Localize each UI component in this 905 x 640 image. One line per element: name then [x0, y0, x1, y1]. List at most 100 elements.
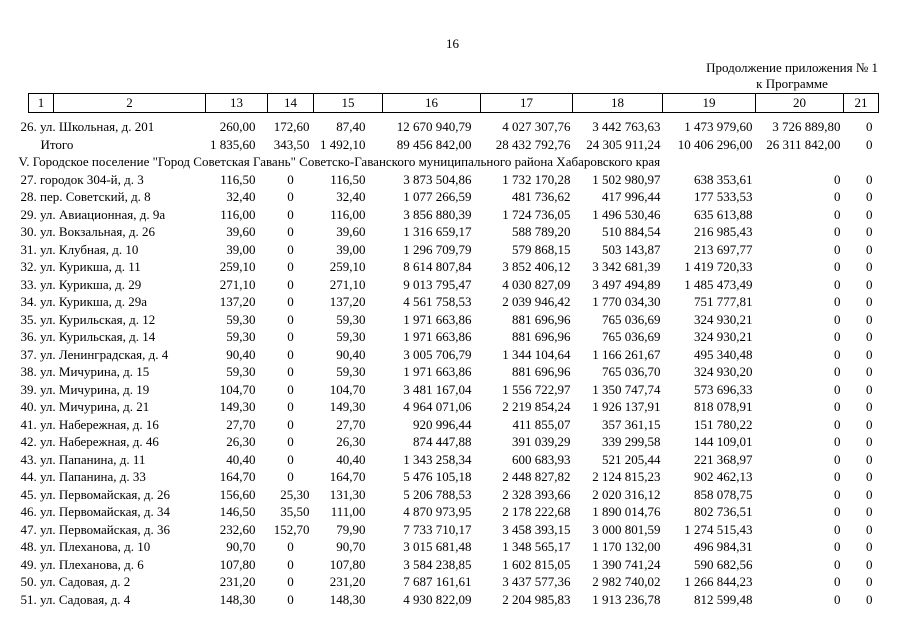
value-col-15: 87,40: [336, 119, 366, 134]
value-col-20: 0: [834, 311, 841, 327]
value-col-16: 5 206 788,53: [403, 486, 472, 502]
table-row: 35. ул. Курильская, д. 12 59,30 0 59,30 1 97…: [21, 311, 879, 329]
value-col-16: 1 971 663,86: [403, 364, 472, 379]
table-row: 41. ул. Набережная, д. 16 27,70 0 27,70 920 …: [21, 416, 879, 434]
column-header-1: 1: [28, 93, 54, 113]
address-label: 36. ул. Курильская, д. 14: [20, 329, 156, 344]
value-col-18: 1 926 137,91: [592, 399, 661, 414]
value-col-18: 2 020 316,12: [592, 486, 661, 502]
value-col-17: 579 868,15: [512, 241, 571, 257]
value-col-16: 4 561 758,53: [403, 294, 472, 309]
value-col-21: 0: [866, 591, 873, 607]
value-col-21: 0: [866, 119, 873, 134]
page-number: 16: [446, 36, 459, 51]
column-header-14: 14: [267, 93, 314, 113]
value-col-15: 149,30: [329, 399, 366, 414]
column-header-15: 15: [313, 93, 383, 113]
value-col-17: 1 348 565,17: [502, 539, 571, 554]
address-label: 39. ул. Мичурина, д. 19: [20, 381, 150, 397]
value-col-19: 818 078,91: [694, 399, 753, 414]
value-col-14: 0: [287, 171, 294, 187]
value-col-19: 751 777,81: [694, 294, 753, 309]
address-label: 34. ул. Курикша, д. 29а: [20, 294, 148, 309]
value-col-13: 156,60: [219, 486, 256, 502]
value-col-13: 149,30: [219, 399, 256, 414]
value-col-18: 510 884,54: [602, 224, 661, 239]
value-col-18: 765 036,70: [602, 364, 661, 379]
value-col-19: 812 599,48: [694, 591, 753, 607]
column-header-13: 13: [205, 93, 268, 113]
value-col-19: 902 462,13: [694, 469, 753, 484]
value-col-14: 25,30: [280, 486, 310, 502]
value-col-21: 0: [866, 469, 873, 484]
column-header-16: 16: [382, 93, 481, 113]
value-col-21: 0: [866, 486, 873, 502]
value-col-20: 0: [834, 224, 841, 239]
table-row: 33. ул. Курикша, д. 29 271,10 0 271,10 9 013…: [21, 276, 879, 294]
value-col-14: 0: [287, 241, 294, 257]
value-col-16: 3 873 504,86: [403, 171, 472, 187]
value-col-13: 39,60: [226, 224, 256, 239]
value-col-17: 588 789,20: [512, 224, 571, 239]
value-col-20: 0: [834, 451, 841, 467]
value-col-13: 59,30: [226, 364, 256, 379]
value-col-17: 481 736,62: [512, 189, 571, 204]
value-col-13: 146,50: [219, 504, 256, 519]
value-col-15: 137,20: [329, 294, 366, 309]
value-col-15: 107,80: [329, 556, 366, 572]
value-col-18: 417 996,44: [602, 189, 661, 204]
value-col-17: 4 030 827,09: [502, 276, 571, 292]
table-row: 38. ул. Мичурина, д. 15 59,30 0 59,30 1 971 …: [21, 363, 879, 381]
value-col-21: 0: [866, 136, 873, 152]
value-col-14: 0: [287, 556, 294, 572]
table-row: 46. ул. Первомайская, д. 34 146,50 35,50 11…: [20, 503, 879, 521]
value-col-15: 59,30: [336, 311, 366, 327]
value-col-14: 0: [287, 381, 294, 397]
value-col-15: 59,30: [336, 364, 366, 379]
value-col-17: 2 178 222,68: [502, 504, 571, 519]
value-col-19: 324 930,21: [694, 311, 753, 327]
value-col-15: 32,40: [336, 189, 366, 204]
value-col-20: 0: [834, 521, 841, 537]
value-col-15: 148,30: [329, 591, 366, 607]
table-row: 27. городок 304-й, д. 3 116,50 0 116,50 3 87…: [21, 171, 879, 189]
value-col-15: 59,30: [336, 329, 366, 344]
value-col-13: 1 835,60: [210, 136, 256, 152]
value-col-17: 881 696,96: [512, 311, 571, 327]
column-header-20: 20: [755, 93, 844, 113]
value-col-18: 357 361,15: [602, 416, 661, 432]
table-row: 26. ул. Школьная, д. 201 260,00 172,60 87,4…: [21, 113, 879, 136]
value-col-16: 3 015 681,48: [403, 539, 472, 554]
value-col-13: 104,70: [219, 381, 256, 397]
value-col-15: 131,30: [329, 486, 366, 502]
value-col-13: 232,60: [219, 521, 256, 537]
value-col-20: 0: [834, 381, 841, 397]
value-col-18: 1 170 132,00: [592, 539, 661, 554]
total-row-label: Итого: [40, 136, 74, 152]
value-col-13: 164,70: [219, 469, 256, 484]
value-col-20: 0: [834, 189, 841, 204]
column-header-18: 18: [572, 93, 663, 113]
value-col-19: 635 613,88: [694, 206, 753, 222]
value-col-20: 0: [834, 399, 841, 414]
value-col-16: 3 005 706,79: [403, 346, 472, 362]
value-col-14: 0: [287, 451, 294, 467]
value-col-17: 1 732 170,28: [502, 171, 571, 187]
value-col-20: 0: [834, 556, 841, 572]
value-col-20: 0: [834, 346, 841, 362]
value-col-18: 3 342 681,39: [592, 259, 661, 274]
value-col-14: 0: [287, 469, 294, 484]
value-col-17: 2 039 946,42: [502, 294, 571, 309]
value-col-14: 0: [287, 591, 294, 607]
value-col-14: 0: [287, 539, 294, 554]
value-col-13: 259,10: [219, 259, 256, 274]
appendix-table: 1 2 13 14 15 16 17 18 19 20 21 26. ул. Школьная, д…: [19, 93, 879, 608]
value-col-14: 0: [287, 416, 294, 432]
table-row: 47. ул. Первомайская, д. 36 232,60 152,70 7…: [21, 521, 879, 539]
value-col-17: 2 204 985,83: [502, 591, 571, 607]
value-col-21: 0: [866, 381, 873, 397]
value-col-14: 0: [287, 346, 294, 362]
address-label: 31. ул. Клубная, д. 10: [20, 241, 139, 257]
address-label: 44. ул. Папанина, д. 33: [20, 469, 146, 484]
address-label: 46. ул. Первомайская, д. 34: [20, 504, 171, 519]
